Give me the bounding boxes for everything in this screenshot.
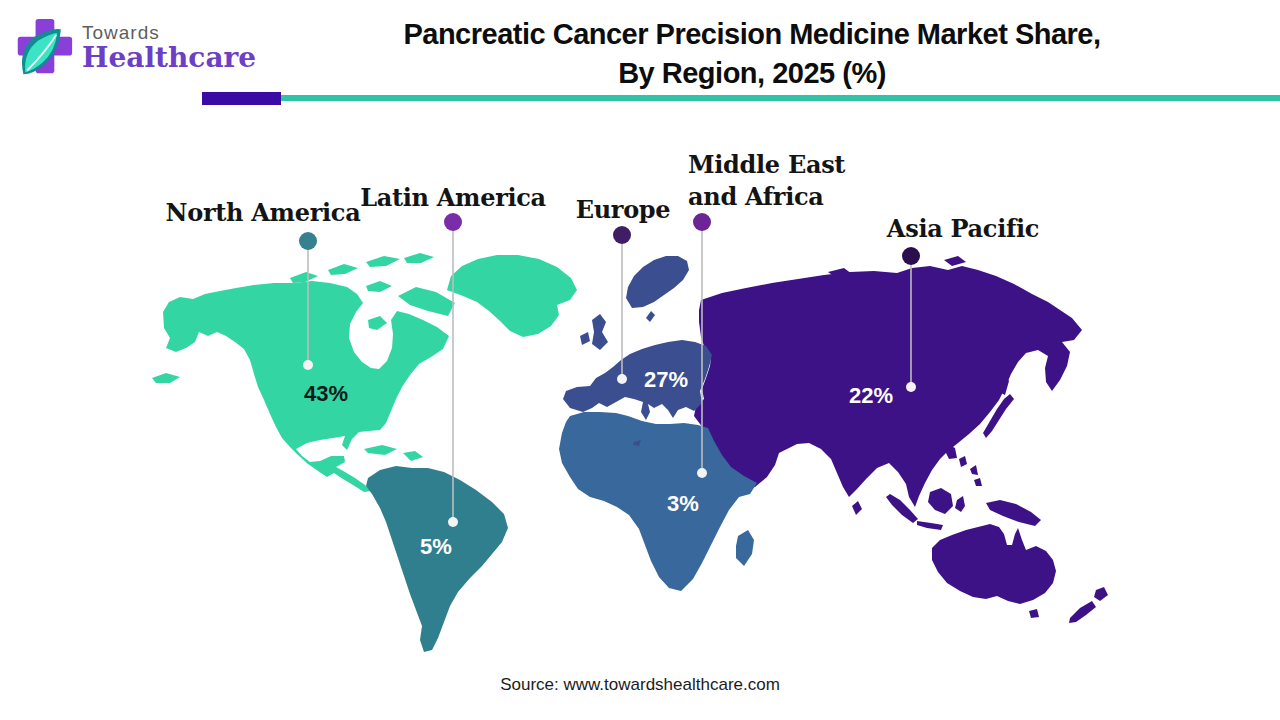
region-value-middle-east-africa: 3%	[667, 491, 699, 516]
region-dot-europe	[613, 226, 631, 244]
endpoint-dot-north-america	[303, 360, 313, 370]
region-dot-north-america	[299, 232, 317, 250]
region-dot-middle-east-africa	[693, 213, 711, 231]
region-dot-latin-america	[444, 213, 462, 231]
region-label-europe: Europe	[576, 195, 671, 224]
region-dot-asia-pacific	[902, 247, 920, 265]
endpoint-dot-asia-pacific	[906, 382, 916, 392]
map-region-latin-america	[366, 466, 508, 652]
region-label-latin-america: Latin America	[360, 183, 546, 212]
source-text: Source: www.towardshealthcare.com	[0, 675, 1280, 695]
region-value-asia-pacific: 22%	[849, 383, 893, 408]
region-value-europe: 27%	[644, 367, 688, 392]
map-region-asia-pacific	[694, 256, 1108, 623]
region-label-middle-east: Middle East	[688, 150, 845, 179]
world-map: North America Latin America Europe Middl…	[0, 0, 1280, 720]
region-label-asia-pacific: Asia Pacific	[886, 214, 1039, 243]
page: Towards Healthcare Pancreatic Cancer Pre…	[0, 0, 1280, 720]
map-region-north-america	[152, 253, 577, 492]
region-label-north-america: North America	[166, 198, 361, 227]
region-value-latin-america: 5%	[420, 534, 452, 559]
region-label-and-africa: and Africa	[688, 182, 824, 211]
endpoint-dot-latin-america	[448, 517, 458, 527]
region-value-north-america: 43%	[304, 381, 348, 406]
endpoint-dot-europe	[617, 374, 627, 384]
endpoint-dot-middle-east-africa	[697, 468, 707, 478]
